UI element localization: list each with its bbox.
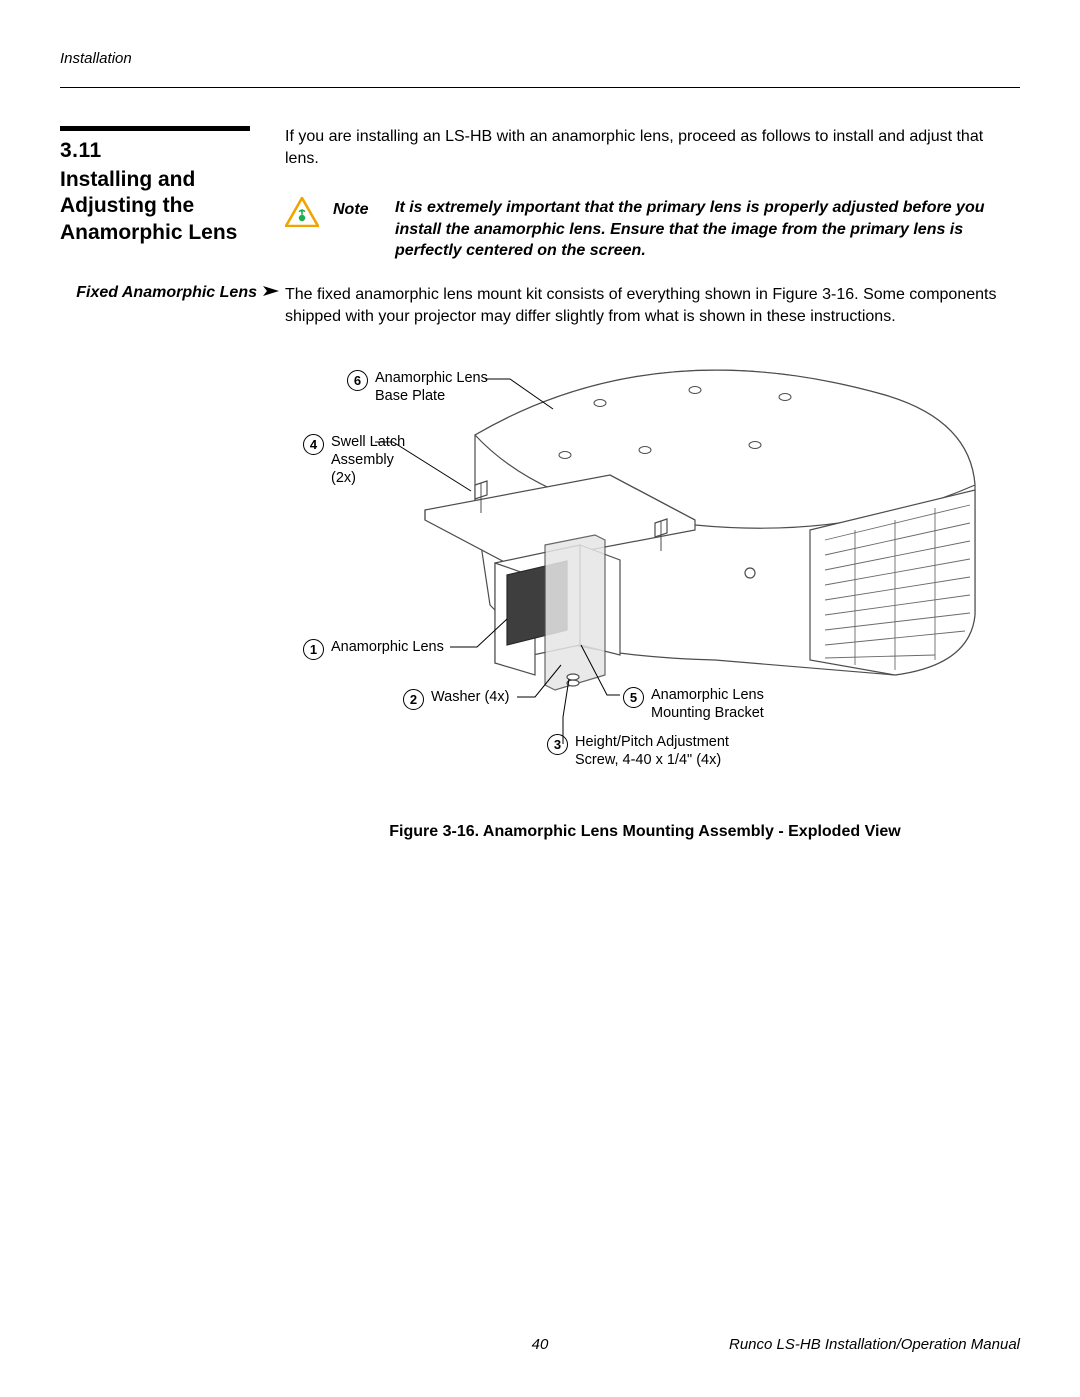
figure-caption: Figure 3-16. Anamorphic Lens Mounting As… (285, 823, 1005, 841)
section-heading-row: 3.11 Installing and Adjusting the Anamor… (60, 126, 1020, 262)
callout-number-2: 2 (403, 689, 424, 710)
callout-number-5: 5 (623, 687, 644, 708)
callout-3: 3 Height/Pitch Adjustment Screw, 4-40 x … (547, 733, 755, 769)
callout-6-text: Anamorphic LensBase Plate (375, 369, 488, 405)
callout-1: 1 Anamorphic Lens (303, 638, 444, 660)
subsection-label: Fixed Anamorphic Lens (60, 284, 285, 302)
figure-316: 6 Anamorphic LensBase Plate 4 Swell Latc… (285, 355, 1005, 815)
section-rule (60, 126, 250, 131)
callout-3-text: Height/Pitch Adjustment Screw, 4-40 x 1/… (575, 733, 755, 769)
callout-2-text: Washer (4x) (431, 688, 509, 706)
subsection-text: The fixed anamorphic lens mount kit cons… (285, 284, 1020, 327)
callout-5: 5 Anamorphic Lens Mounting Bracket (623, 686, 801, 722)
page-header-section: Installation (60, 50, 1020, 67)
section-number: 3.11 (60, 139, 267, 163)
intro-paragraph: If you are installing an LS-HB with an a… (285, 126, 1020, 169)
note-label: Note (333, 197, 381, 219)
callout-number-3: 3 (547, 734, 568, 755)
subsection-row: Fixed Anamorphic Lens The fixed anamorph… (60, 284, 1020, 327)
callout-2: 2 Washer (4x) (403, 688, 509, 710)
note-block: Note It is extremely important that the … (285, 197, 1020, 262)
subsection-label-text: Fixed Anamorphic Lens (76, 284, 257, 302)
page-footer: 40 Runco LS-HB Installation/Operation Ma… (60, 1336, 1020, 1353)
callout-number-4: 4 (303, 434, 324, 455)
callout-1-text: Anamorphic Lens (331, 638, 444, 656)
section-title: Installing and Adjusting the Anamorphic … (60, 167, 267, 246)
callout-5-text: Anamorphic Lens Mounting Bracket (651, 686, 801, 722)
warning-note-icon (285, 197, 319, 227)
callout-6-line1: Anamorphic LensBase Plate (375, 370, 488, 404)
arrowhead-icon (263, 284, 279, 302)
header-rule (60, 87, 1020, 88)
callout-number-6: 6 (347, 370, 368, 391)
callout-number-1: 1 (303, 639, 324, 660)
footer-page-number: 40 (532, 1336, 549, 1353)
note-text: It is extremely important that the prima… (395, 197, 1020, 262)
footer-manual-title: Runco LS-HB Installation/Operation Manua… (729, 1336, 1020, 1353)
callout-6: 6 Anamorphic LensBase Plate (347, 369, 488, 405)
callout-4: 4 Swell Latch Assembly (2x) (303, 433, 411, 487)
callout-4-text: Swell Latch Assembly (2x) (331, 433, 411, 487)
